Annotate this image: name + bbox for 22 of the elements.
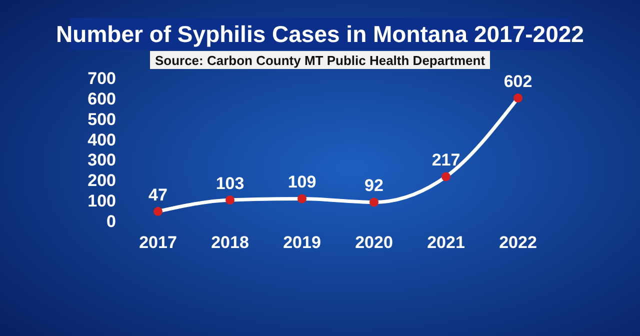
y-tick-label: 0 xyxy=(106,212,116,231)
x-tick-label: 2018 xyxy=(211,233,249,252)
data-label: 109 xyxy=(288,172,316,192)
y-tick-label: 500 xyxy=(88,110,116,129)
x-tick-label: 2019 xyxy=(283,233,321,252)
y-tick-label: 600 xyxy=(88,89,116,108)
y-tick-label: 200 xyxy=(88,171,116,190)
y-tick-label: 100 xyxy=(88,192,116,211)
x-tick-label: 2017 xyxy=(139,233,177,252)
y-tick-label: 700 xyxy=(88,69,116,88)
data-label: 92 xyxy=(364,176,384,196)
data-label: 103 xyxy=(216,174,244,193)
x-tick-label: 2020 xyxy=(355,233,393,252)
data-label: 217 xyxy=(432,150,460,170)
chart-title: Number of Syphilis Cases in Montana 2017-2022 xyxy=(56,21,584,47)
data-label: 47 xyxy=(148,185,168,204)
y-tick-label: 300 xyxy=(88,150,116,170)
data-label: 602 xyxy=(504,72,532,92)
x-tick-label: 2022 xyxy=(499,233,537,252)
y-tick-label: 400 xyxy=(88,130,116,150)
source-note: Source: Carbon County MT Public Health Department xyxy=(154,53,486,68)
x-tick-label: 2021 xyxy=(427,233,465,252)
